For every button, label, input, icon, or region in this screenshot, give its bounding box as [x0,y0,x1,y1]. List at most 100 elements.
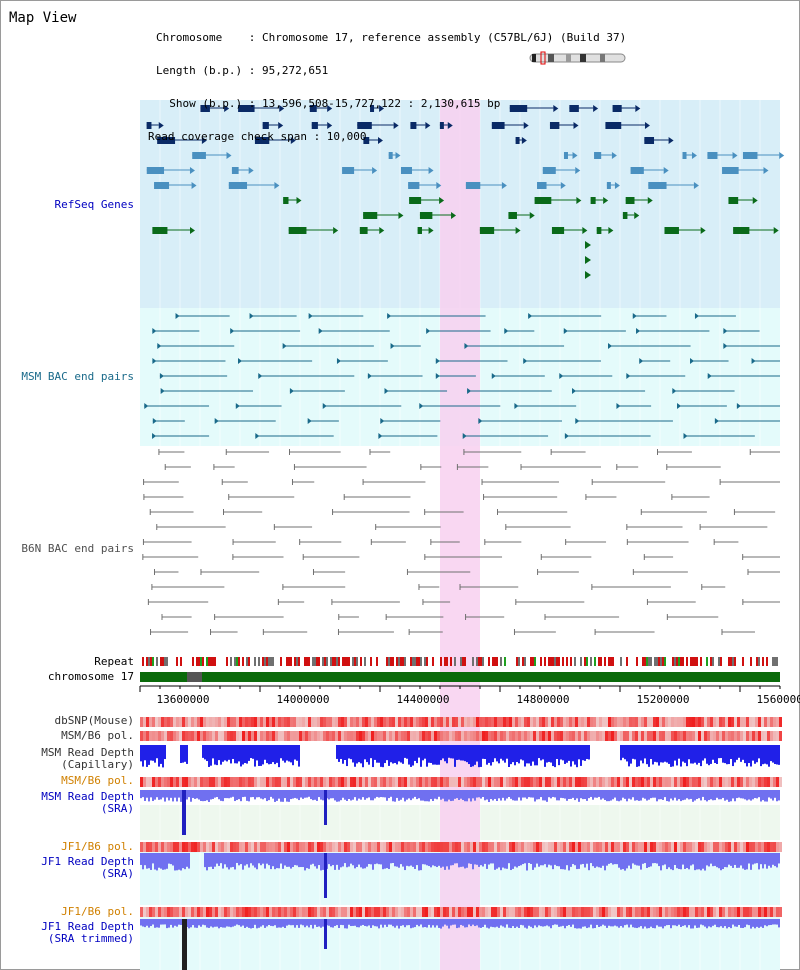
msm-b6-pol-strip [764,777,767,787]
jf1-b6-pol-strip [356,907,359,917]
jf1-depth-trim-bar [448,919,450,929]
jf1-b6-pol-strip [335,907,338,917]
track-label-repeat[interactable]: Repeat [94,655,134,668]
msm-b6-pol-strip [155,777,158,787]
msm-depth-capillary-bar [738,745,740,758]
msm-depth-sra-bar [526,790,528,799]
jf1-b6-pol-strip [431,842,434,852]
msm-depth-capillary-bar [356,745,358,764]
track-label-msm-b6-pol-1[interactable]: MSM/B6 pol. [61,729,134,742]
dbsnp-strip [239,717,242,727]
jf1-b6-pol-strip [602,842,605,852]
repeat-block [266,657,268,666]
jf1-depth-sra-bar [500,853,502,871]
jf1-b6-pol-strip [353,907,356,917]
msm-bac-end [152,418,157,424]
msm-depth-capillary-bar [202,745,204,758]
repeat-block [476,657,478,666]
jf1-depth-trim-bar [206,919,208,928]
track-label-jf1-b6-pol-2[interactable]: JF1/B6 pol. [61,905,134,918]
msm-depth-capillary-bar [620,745,622,761]
jf1-b6-pol-strip [425,907,428,917]
jf1-depth-trim-bar [622,919,624,928]
msm-b6-pol-strip [317,731,320,741]
gene-arrow [333,227,339,234]
repeat-block [664,657,666,666]
jf1-b6-pol-strip [149,907,152,917]
gene-exon [254,137,270,144]
jf1-b6-pol-strip [731,907,734,917]
repeat-block [608,657,610,666]
msm-b6-pol-strip [554,777,557,787]
ideogram-position [540,51,546,65]
jf1-depth-trim-bar [232,919,234,927]
msm-depth-capillary-bar [628,745,630,767]
track-label-dbsnp[interactable]: dbSNP(Mouse) [54,714,134,727]
jf1-b6-pol-strip [569,842,572,852]
msm-b6-pol-strip [263,777,266,787]
dbsnp-strip [161,717,164,727]
msm-depth-sra-bar [772,790,774,801]
jf1-depth-trim-bar [194,919,196,928]
jf1-b6-pol-strip [371,907,374,917]
repeat-block [674,657,676,666]
track-label-jf1-depth-sra[interactable]: JF1 Read Depth (SRA) [41,855,134,880]
jf1-b6-pol-strip [194,907,197,917]
jf1-depth-sra-bar [140,853,142,865]
jf1-b6-pol-strip [140,842,143,852]
jf1-depth-sra-bar [558,853,560,867]
jf1-depth-trim-bar [766,919,768,927]
dbsnp-strip [509,717,512,727]
dbsnp-strip [500,717,503,727]
msm-bac-end [426,328,431,334]
jf1-b6-pol-strip [605,842,608,852]
jf1-depth-sra-bar [542,853,544,866]
msm-depth-sra-bar [284,790,286,799]
msm-b6-pol-strip [140,777,143,787]
msm-b6-pol-strip [680,777,683,787]
msm-depth-capillary-bar [664,745,666,762]
gene-arrow [521,137,527,144]
jf1-b6-pol-strip [179,907,182,917]
dbsnp-strip [716,717,719,727]
msm-depth-sra-bar [678,790,680,800]
dbsnp-strip [356,717,359,727]
track-label-jf1-depth-trimmed[interactable]: JF1 Read Depth (SRA trimmed) [41,920,134,945]
jf1-depth-sra-bar [374,853,376,865]
msm-b6-pol-strip [575,731,578,741]
jf1-b6-pol-strip [242,907,245,917]
jf1-b6-pol-strip [377,907,380,917]
jf1-b6-pol-strip [728,907,731,917]
dbsnp-strip [413,717,416,727]
msm-depth-capillary-bar [442,745,444,759]
track-label-b6n-bac[interactable]: B6N BAC end pairs [21,542,134,555]
repeat-block [272,657,274,666]
track-label-jf1-b6-pol-1[interactable]: JF1/B6 pol. [61,840,134,853]
msm-b6-pol-strip [761,777,764,787]
track-label-msm-depth-sra[interactable]: MSM Read Depth (SRA) [41,790,134,815]
dbsnp-strip [395,717,398,727]
msm-depth-capillary-bar [384,745,386,764]
dbsnp-strip [188,717,191,727]
track-label-refseq[interactable]: RefSeq Genes [54,198,134,211]
jf1-depth-sra-bar [278,853,280,869]
jf1-depth-sra-bar [502,853,504,868]
jf1-depth-sra-bar [666,853,668,870]
jf1-depth-sra-bar [208,853,210,867]
msm-depth-sra-bar [470,790,472,802]
msm-b6-pol-strip [623,731,626,741]
msm-b6-pol-strip [161,777,164,787]
track-label-msm-depth-capillary[interactable]: MSM Read Depth (Capillary) [41,746,134,771]
msm-b6-pol-strip [683,777,686,787]
track-label-msm-b6-pol-2[interactable]: MSM/B6 pol. [61,774,134,787]
track-label-msm-bac[interactable]: MSM BAC end pairs [21,370,134,383]
dbsnp-strip [566,717,569,727]
repeat-block [238,657,240,666]
msm-depth-sra-bar [478,790,480,798]
track-label-chromosome[interactable]: chromosome 17 [47,670,134,683]
jf1-depth-sra-bar [736,853,738,868]
jf1-b6-pol-strip [389,842,392,852]
msm-depth-capillary-bar [360,745,362,764]
msm-depth-sra-bar [308,790,310,797]
